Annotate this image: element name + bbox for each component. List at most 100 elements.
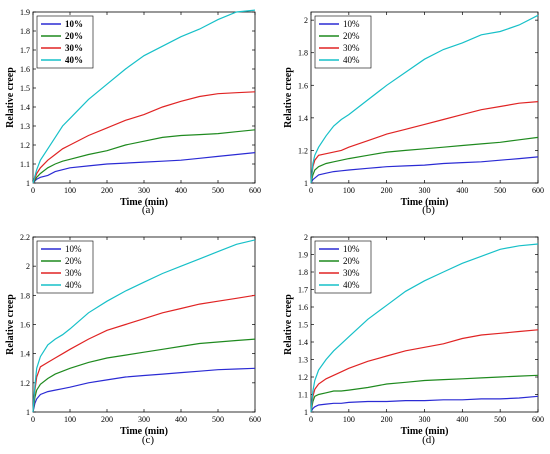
series-line-10pct-b <box>310 156 539 184</box>
series-line-10pct-d <box>310 395 539 413</box>
y-axis-label-c: Relative creep <box>5 294 16 355</box>
y-tick-label-d: 1.2 <box>298 373 308 382</box>
x-tick-label-c: 0 <box>31 415 35 424</box>
y-tick-label-d: 1.1 <box>298 391 308 400</box>
y-tick-label-a: 1.2 <box>20 141 30 150</box>
panel-caption-b: (b) <box>422 204 435 216</box>
y-tick-label-d: 1 <box>304 408 308 417</box>
y-tick-label-d: 1.4 <box>298 338 308 347</box>
x-tick-label-a: 600 <box>249 186 261 195</box>
y-tick-label-d: 1.6 <box>298 303 308 312</box>
y-tick-label-b: 2 <box>304 16 308 25</box>
y-tick-label-d: 1.5 <box>298 321 308 330</box>
series-line-30pct-a <box>32 91 256 184</box>
x-tick-label-a: 500 <box>212 186 224 195</box>
legend-label-c: 20% <box>65 256 82 266</box>
chart-b: 0 100 200 300 400 500 600 1 1.2 1.4 1.6 1.8 2 10% 20% 3… <box>283 11 544 216</box>
legend-label-a: 30% <box>65 43 83 53</box>
legend-label-a: 10% <box>65 19 83 29</box>
y-tick-label-d: 2 <box>304 233 308 242</box>
series-line-30pct-b <box>310 101 539 184</box>
series-line-20pct-d <box>310 374 539 413</box>
x-tick-label-b: 600 <box>532 186 544 195</box>
panel-caption-c: (c) <box>142 434 155 446</box>
x-tick-label-c: 300 <box>138 415 150 424</box>
legend-label-d: 20% <box>343 256 360 266</box>
x-tick-label-b: 100 <box>343 186 355 195</box>
y-tick-label-c: 2 <box>26 262 30 271</box>
x-tick-label-a: 0 <box>31 186 35 195</box>
x-tick-label-c: 500 <box>212 415 224 424</box>
x-tick-label-c: 400 <box>175 415 187 424</box>
y-tick-label-b: 1.4 <box>298 114 308 123</box>
x-tick-label-a: 100 <box>64 186 76 195</box>
x-tick-label-d: 100 <box>343 415 355 424</box>
x-tick-label-d: 400 <box>456 415 468 424</box>
y-tick-label-a: 1.9 <box>20 8 30 17</box>
y-tick-label-c: 1.6 <box>20 321 30 330</box>
y-tick-label-a: 1.3 <box>20 122 30 131</box>
y-tick-label-b: 1.6 <box>298 81 308 90</box>
series-line-10pct-c <box>32 367 256 413</box>
x-axis-label-b: Time (min) <box>401 197 449 208</box>
legend-label-d: 30% <box>343 268 360 278</box>
series-line-10pct-a <box>32 152 256 184</box>
x-tick-label-b: 300 <box>419 186 431 195</box>
y-tick-label-a: 1.1 <box>20 160 30 169</box>
legend-label-b: 40% <box>343 55 360 65</box>
x-tick-label-d: 500 <box>494 415 506 424</box>
series-line-20pct-c <box>32 338 256 413</box>
panel-caption-a: (a) <box>142 204 155 216</box>
x-tick-label-b: 200 <box>381 186 393 195</box>
x-tick-label-c: 600 <box>249 415 261 424</box>
x-tick-label-c: 200 <box>101 415 113 424</box>
legend-label-a: 40% <box>65 55 83 65</box>
legend-label-b: 10% <box>343 19 360 29</box>
x-tick-label-b: 500 <box>494 186 506 195</box>
legend-label-c: 40% <box>65 280 82 290</box>
y-tick-label-d: 1.3 <box>298 356 308 365</box>
x-tick-label-a: 400 <box>175 186 187 195</box>
series-line-40pct-c <box>32 239 256 413</box>
chart-d: 0 100 200 300 400 500 600 1 1.1 1.2 1.3 1.4 1.5 1.6 1.… <box>283 233 544 446</box>
chart-a: 0 100 200 300 400 500 600 1 1.1 1.2 1.3 1.4 1.5 1.6 1.… <box>5 8 261 216</box>
series-line-30pct-c <box>32 294 256 413</box>
y-tick-label-b: 1.8 <box>298 49 308 58</box>
series-line-40pct-d <box>310 243 539 413</box>
y-tick-label-c: 2.2 <box>20 233 30 242</box>
y-tick-label-d: 1.7 <box>298 286 308 295</box>
x-tick-label-d: 600 <box>532 415 544 424</box>
y-tick-label-c: 1.8 <box>20 291 30 300</box>
y-tick-label-a: 1.8 <box>20 27 30 36</box>
x-axis-label-c: Time (min) <box>120 426 168 437</box>
x-tick-label-b: 400 <box>456 186 468 195</box>
y-axis-label-d: Relative creep <box>283 294 294 355</box>
y-tick-label-a: 1.7 <box>20 46 30 55</box>
y-tick-label-c: 1 <box>26 408 30 417</box>
y-tick-label-b: 1.2 <box>298 146 308 155</box>
legend-label-c: 30% <box>65 268 82 278</box>
legend-label-d: 10% <box>343 244 360 254</box>
panel-caption-d: (d) <box>422 434 435 446</box>
y-tick-label-c: 1.4 <box>20 350 30 359</box>
y-tick-label-a: 1 <box>26 179 30 188</box>
series-line-20pct-a <box>32 129 256 184</box>
series-line-40pct-a <box>32 9 256 184</box>
x-tick-label-b: 0 <box>309 186 313 195</box>
legend-label-b: 30% <box>343 43 360 53</box>
x-tick-label-d: 300 <box>419 415 431 424</box>
y-tick-label-d: 1.9 <box>298 251 308 260</box>
legend-label-b: 20% <box>343 31 360 41</box>
y-tick-label-a: 1.6 <box>20 65 30 74</box>
x-tick-label-d: 200 <box>381 415 393 424</box>
x-tick-label-a: 300 <box>138 186 150 195</box>
y-tick-label-d: 1.8 <box>298 268 308 277</box>
y-tick-label-a: 1.5 <box>20 84 30 93</box>
x-axis-label-a: Time (min) <box>120 197 168 208</box>
x-tick-label-d: 0 <box>309 415 313 424</box>
y-axis-label-a: Relative creep <box>5 67 16 128</box>
y-tick-label-b: 1 <box>304 179 308 188</box>
legend-label-a: 20% <box>65 31 83 41</box>
series-line-40pct-b <box>310 14 539 184</box>
